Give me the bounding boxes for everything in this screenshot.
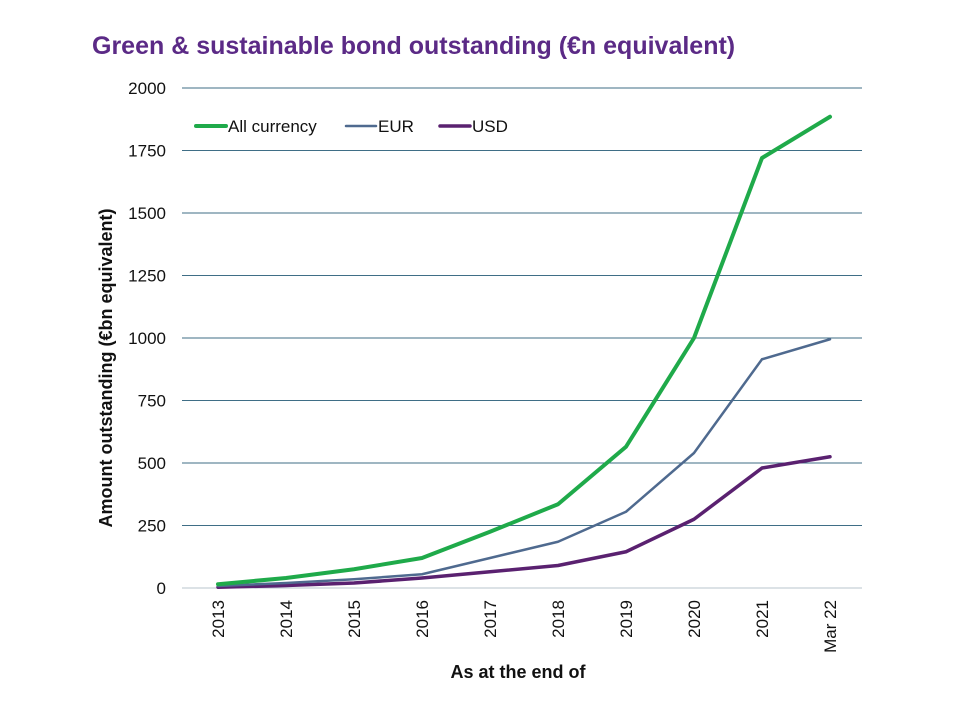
series-line-usd — [216, 455, 832, 589]
legend-label-eur: EUR — [378, 117, 414, 136]
x-tick-label: 2020 — [685, 600, 704, 638]
x-tick-label: 2017 — [481, 600, 500, 638]
y-tick-label: 500 — [138, 454, 166, 473]
y-tick-label: 2000 — [128, 79, 166, 98]
y-tick-labels: 0 250 500 750 1000 1250 1500 1750 2000 — [128, 79, 166, 598]
chart-title: Green & sustainable bond outstanding (€n… — [92, 32, 736, 60]
y-axis-label: Amount outstanding (€bn equivalent) — [96, 209, 116, 528]
x-tick-label: 2016 — [413, 600, 432, 638]
y-tick-label: 750 — [138, 392, 166, 411]
legend: All currency EUR USD — [194, 117, 508, 136]
x-tick-label: 2021 — [753, 600, 772, 638]
y-tick-label: 1750 — [128, 142, 166, 161]
y-tick-label: 1250 — [128, 267, 166, 286]
y-tick-label: 250 — [138, 517, 166, 536]
series-line-all-currency — [216, 114, 832, 587]
x-axis-label: As at the end of — [450, 662, 586, 682]
x-tick-label: 2013 — [209, 600, 228, 638]
y-tick-label: 0 — [157, 579, 166, 598]
x-tick-label: 2015 — [345, 600, 364, 638]
y-tick-label: 1000 — [128, 329, 166, 348]
legend-label-usd: USD — [472, 117, 508, 136]
y-tick-label: 1500 — [128, 204, 166, 223]
x-tick-label: 2014 — [277, 600, 296, 638]
x-tick-label: 2018 — [549, 600, 568, 638]
gridlines — [182, 87, 862, 589]
x-tick-label: 2019 — [617, 600, 636, 638]
x-tick-labels: 2013 2014 2015 2016 2017 2018 2019 2020 2021 Mar … — [209, 600, 840, 653]
series-line-eur — [216, 338, 832, 588]
x-tick-label: Mar 22 — [821, 600, 840, 653]
series-lines — [216, 114, 832, 589]
legend-label-all-currency: All currency — [228, 117, 317, 136]
